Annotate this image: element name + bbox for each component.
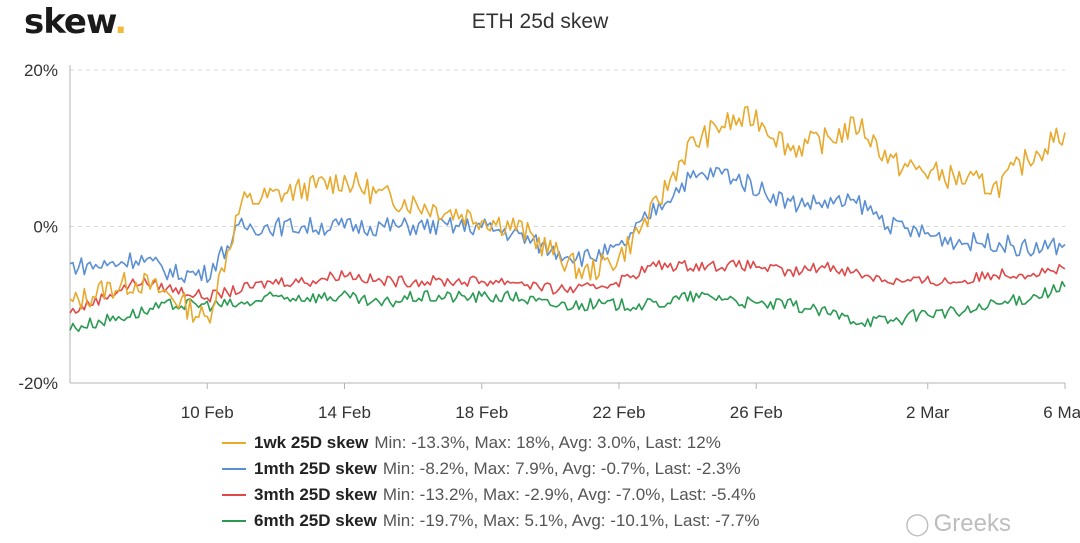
legend-item[interactable]: 1wk 25D skew Min: -13.3%, Max: 18%, Avg: … — [222, 430, 760, 456]
skew-logo: skew. — [24, 2, 127, 42]
x-tick-label: 22 Feb — [592, 403, 645, 420]
watermark-text: Greeks — [933, 510, 1011, 537]
legend-series-name: 6mth 25D skew — [254, 511, 377, 530]
x-tick-label: 10 Feb — [181, 403, 234, 420]
x-tick-label: 2 Mar — [906, 403, 950, 420]
legend-series-name: 1wk 25D skew — [254, 433, 369, 452]
y-tick-label: -20% — [18, 374, 58, 393]
series-line-1 — [69, 105, 1066, 324]
legend-series-stats: Min: -13.2%, Max: -2.9%, Avg: -7.0%, Las… — [382, 485, 756, 504]
legend-series-stats: Min: -19.7%, Max: 5.1%, Avg: -10.1%, Las… — [382, 511, 760, 530]
wechat-icon: ◯ — [905, 511, 930, 536]
x-axis: 10 Feb 14 Feb 18 Feb 22 Feb 26 Feb 2 Mar 6 Mar — [69, 65, 1080, 420]
legend-series-stats: Min: -8.2%, Max: 7.9%, Avg: -0.7%, Last:… — [382, 459, 741, 478]
legend-item[interactable]: 3mth 25D skew Min: -13.2%, Max: -2.9%, Av… — [222, 482, 760, 508]
y-tick-label: 20% — [24, 61, 58, 80]
series-line-2 — [69, 166, 1066, 284]
line-chart: 20% 0% -20% 10 Feb 14 Feb 18 Feb 22 Feb 26 Feb… — [18, 61, 1080, 420]
y-axis-ticks: 20% 0% -20% — [18, 61, 58, 393]
chart-title: ETH 25d skew — [471, 10, 609, 33]
grid-lines — [70, 69, 1065, 227]
x-tick-label: 26 Feb — [730, 403, 783, 420]
series-line-4 — [69, 280, 1066, 333]
legend-series-stats: Min: -13.3%, Max: 18%, Avg: 3.0%, Last: … — [374, 433, 721, 452]
x-tick-label: 6 Mar — [1043, 403, 1080, 420]
legend-item[interactable]: 6mth 25D skew Min: -19.7%, Max: 5.1%, Avg… — [222, 508, 760, 534]
x-tick-label: 18 Feb — [455, 403, 508, 420]
legend-swatch — [222, 468, 246, 470]
legend-swatch — [222, 520, 246, 522]
series-line-3 — [69, 259, 1066, 314]
legend: 1wk 25D skew Min: -13.3%, Max: 18%, Avg: … — [222, 430, 760, 534]
y-tick-label: 0% — [33, 218, 58, 237]
legend-series-name: 1mth 25D skew — [254, 459, 377, 478]
legend-series-name: 3mth 25D skew — [254, 485, 377, 504]
series-lines — [69, 105, 1066, 333]
watermark: ◯ Greeks — [905, 510, 1011, 538]
legend-swatch — [222, 494, 246, 496]
x-tick-label: 14 Feb — [318, 403, 371, 420]
legend-item[interactable]: 1mth 25D skew Min: -8.2%, Max: 7.9%, Avg:… — [222, 456, 760, 482]
legend-swatch — [222, 442, 246, 444]
